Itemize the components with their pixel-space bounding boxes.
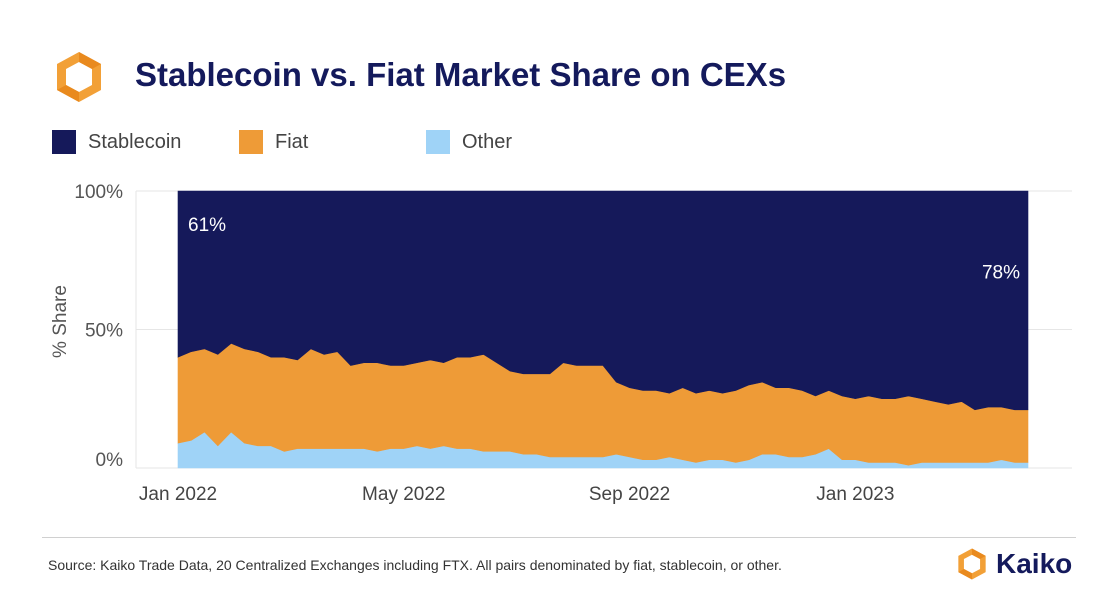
legend-swatch-other bbox=[426, 130, 450, 154]
legend-item-stablecoin: Stablecoin bbox=[52, 128, 181, 156]
legend-item-fiat: Fiat bbox=[239, 128, 308, 156]
legend-label: Fiat bbox=[275, 130, 309, 153]
area-series bbox=[177, 190, 1029, 469]
kaiko-brand: Kaiko bbox=[954, 544, 1072, 584]
x-tick-label: May 2022 bbox=[362, 484, 445, 505]
area-stablecoin bbox=[177, 190, 1029, 411]
annotations: 61% 78% bbox=[188, 215, 1020, 283]
x-tick-label: Sep 2022 bbox=[589, 484, 670, 505]
kaiko-brand-icon bbox=[958, 548, 986, 580]
y-tick-label: 100% bbox=[74, 182, 123, 203]
axes: 0% 50% 100% % Share Jan 2022 May 2022 Sep 2022… bbox=[50, 182, 894, 505]
brand-name: Kaiko bbox=[996, 548, 1073, 579]
stacked-area-chart: 0% 50% 100% % Share Jan 2022 May 2022 Sep 2022… bbox=[50, 182, 1072, 505]
x-tick-label: Jan 2022 bbox=[139, 484, 217, 505]
legend: Stablecoin Fiat Other bbox=[0, 128, 1120, 158]
x-tick-label: Jan 2023 bbox=[816, 484, 894, 505]
legend-item-other: Other bbox=[426, 128, 512, 156]
legend-swatch-fiat bbox=[239, 130, 263, 154]
y-tick-label: 0% bbox=[96, 450, 124, 471]
y-axis-label: % Share bbox=[50, 285, 71, 358]
data-label: 61% bbox=[188, 215, 226, 236]
source-note: Source: Kaiko Trade Data, 20 Centralized… bbox=[48, 557, 782, 573]
footer-divider bbox=[42, 537, 1076, 538]
kaiko-logo-icon bbox=[57, 52, 101, 102]
chart-title: Stablecoin vs. Fiat Market Share on CEXs bbox=[135, 56, 787, 93]
legend-label: Stablecoin bbox=[88, 130, 182, 153]
y-tick-label: 50% bbox=[85, 321, 123, 342]
legend-swatch-stablecoin bbox=[52, 130, 76, 154]
legend-label: Other bbox=[462, 130, 513, 153]
data-label: 78% bbox=[982, 262, 1020, 283]
